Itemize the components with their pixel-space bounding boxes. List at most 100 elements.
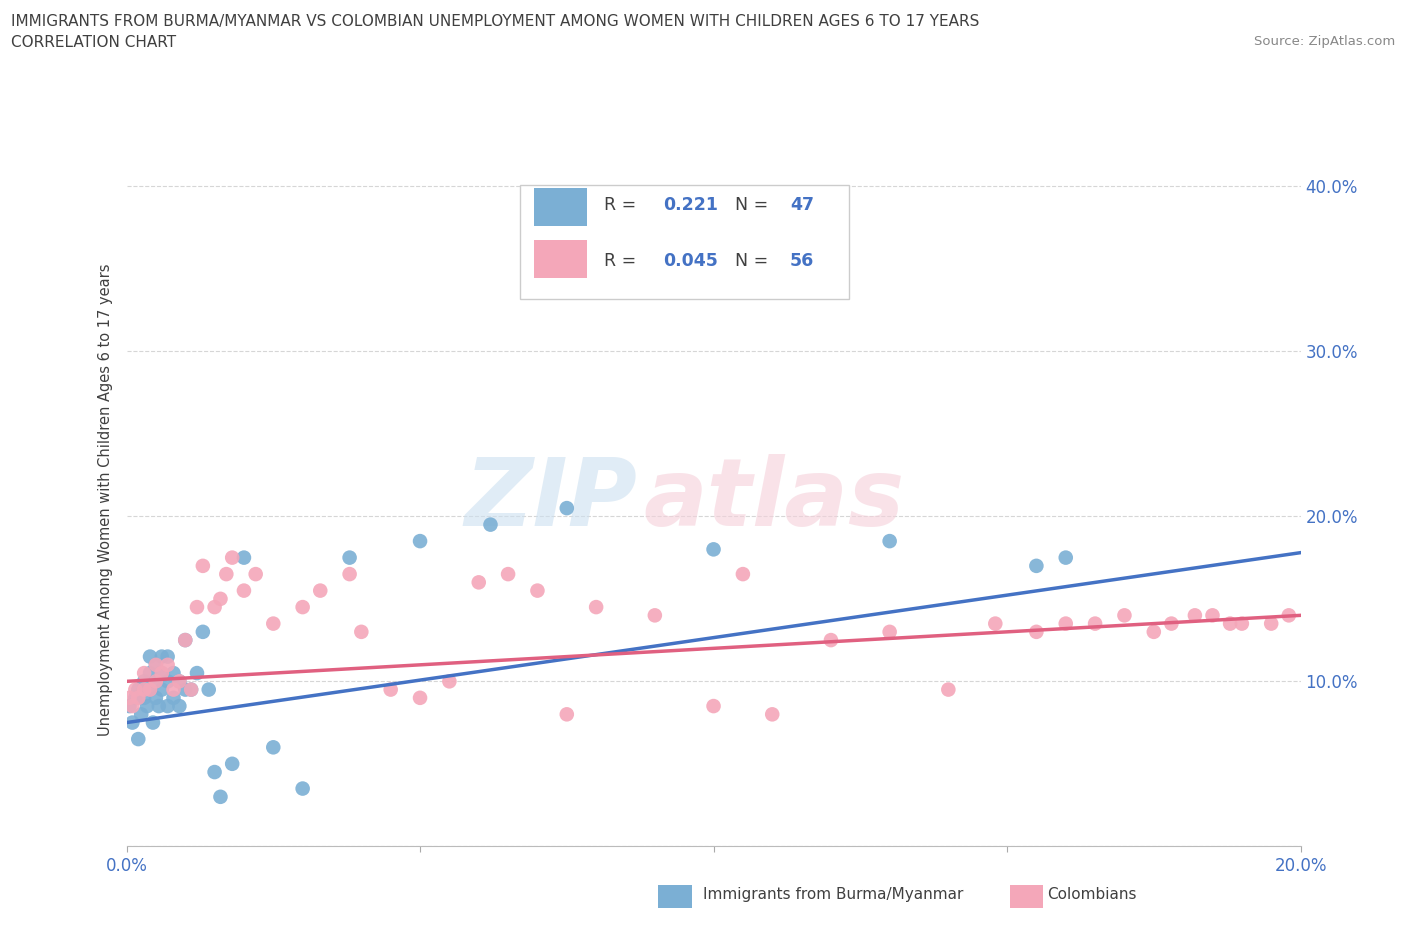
Point <box>467 575 489 590</box>
Point <box>585 600 607 615</box>
Point <box>124 682 146 697</box>
Point <box>339 566 361 581</box>
Text: N =: N = <box>735 252 773 270</box>
Point <box>186 600 208 615</box>
Point <box>209 790 232 804</box>
Point <box>186 666 208 681</box>
Point <box>134 674 156 689</box>
Point <box>380 682 402 697</box>
Point <box>1025 558 1047 573</box>
Point <box>134 666 156 681</box>
Point <box>215 566 238 581</box>
Point <box>162 666 184 681</box>
Point <box>761 707 783 722</box>
Point <box>118 690 141 705</box>
Point <box>555 707 578 722</box>
Bar <box>534 188 586 226</box>
Point <box>136 698 159 713</box>
Point <box>145 658 167 672</box>
Point <box>209 591 232 606</box>
Point <box>984 617 1007 631</box>
Point <box>118 698 141 713</box>
Point <box>156 698 179 713</box>
Point <box>1084 617 1107 631</box>
Point <box>169 674 191 689</box>
Point <box>1160 617 1182 631</box>
Point <box>879 624 901 639</box>
Point <box>139 682 162 697</box>
Point <box>221 756 243 771</box>
Point <box>1219 617 1241 631</box>
Point <box>129 707 152 722</box>
Point <box>150 649 173 664</box>
Point <box>1278 608 1301 623</box>
Point <box>180 682 202 697</box>
Text: 56: 56 <box>790 252 814 270</box>
Point <box>191 624 214 639</box>
Point <box>555 500 578 515</box>
Point <box>134 682 156 697</box>
Point <box>139 682 162 697</box>
Point <box>233 583 256 598</box>
Text: Source: ZipAtlas.com: Source: ZipAtlas.com <box>1254 35 1395 48</box>
FancyBboxPatch shape <box>520 185 849 299</box>
Point <box>702 698 725 713</box>
Point <box>339 551 361 565</box>
Point <box>409 534 432 549</box>
Point <box>1054 617 1077 631</box>
Point <box>150 666 173 681</box>
Text: ZIP: ZIP <box>464 454 637 546</box>
Point <box>262 617 284 631</box>
Point <box>309 583 332 598</box>
Point <box>1260 617 1282 631</box>
Text: 47: 47 <box>790 196 814 215</box>
Point <box>496 566 519 581</box>
Point <box>145 674 167 689</box>
Point <box>245 566 267 581</box>
Point <box>174 632 197 647</box>
Point <box>820 632 842 647</box>
Point <box>1230 617 1253 631</box>
Point <box>121 715 143 730</box>
Point <box>121 698 143 713</box>
Point <box>1054 551 1077 565</box>
Point <box>221 551 243 565</box>
Point <box>439 674 461 689</box>
Text: atlas: atlas <box>643 454 904 546</box>
Point <box>145 658 167 672</box>
Point <box>1201 608 1223 623</box>
Text: R =: R = <box>605 196 643 215</box>
Point <box>291 781 314 796</box>
Point <box>262 740 284 755</box>
Point <box>191 558 214 573</box>
Point <box>145 674 167 689</box>
Point <box>134 690 156 705</box>
Y-axis label: Unemployment Among Women with Children Ages 6 to 17 years: Unemployment Among Women with Children A… <box>98 263 114 737</box>
Point <box>156 649 179 664</box>
Point <box>1114 608 1136 623</box>
Point <box>702 542 725 557</box>
Point <box>127 682 149 697</box>
Point <box>526 583 548 598</box>
Point <box>291 600 314 615</box>
Point <box>127 732 149 747</box>
Point <box>174 632 197 647</box>
Point <box>139 649 162 664</box>
Point <box>169 674 191 689</box>
Point <box>409 690 432 705</box>
Point <box>938 682 960 697</box>
Point <box>174 682 197 697</box>
Text: 0.221: 0.221 <box>664 196 718 215</box>
Point <box>1143 624 1166 639</box>
Point <box>162 690 184 705</box>
Point <box>139 666 162 681</box>
Point <box>350 624 373 639</box>
Text: N =: N = <box>735 196 773 215</box>
Point <box>156 674 179 689</box>
Point <box>124 690 146 705</box>
Point <box>1025 624 1047 639</box>
Point <box>169 698 191 713</box>
Point <box>479 517 502 532</box>
Point <box>180 682 202 697</box>
Point <box>879 534 901 549</box>
